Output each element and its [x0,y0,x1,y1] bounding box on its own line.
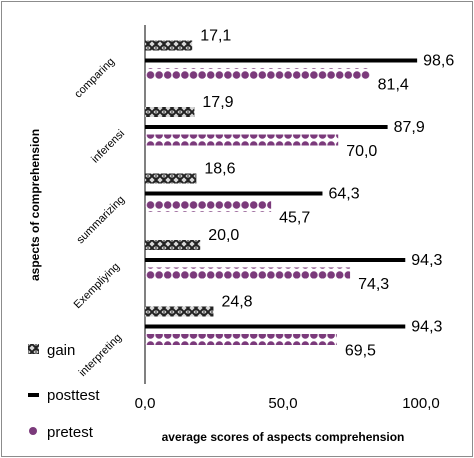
category-label-comparing: comparing [72,56,117,101]
data-label-posttest-inferensi: 87,9 [394,119,425,136]
data-label-pretest-interpreting: 69,5 [345,343,376,360]
bar-gain-interpreting [145,306,214,317]
category-label-exempliying: Exempliying [72,261,122,311]
x-axis-title: average scores of aspects comprehension [162,430,405,444]
bar-gain-comparing [145,40,193,51]
bar-gain-exempliying [145,240,201,250]
legend-swatch-gain [28,344,39,354]
bar-pretest-inferensi [145,134,339,146]
legend-label-pretest: pretest [47,424,94,441]
bar-posttest-interpreting [145,324,406,329]
data-label-posttest-summarizing: 64,3 [328,186,359,203]
y-axis-title: aspects of comprehension [28,129,42,281]
legend-swatch-posttest [28,393,39,397]
bar-gain-summarizing [145,173,197,184]
data-label-gain-exempliying: 20,0 [208,227,239,244]
category-label-summarizing: summarizing [75,194,128,247]
legend-label-posttest: posttest [47,387,100,404]
data-label-posttest-exempliying: 94,3 [411,252,442,269]
x-tick-0: 0,0 [135,395,156,412]
x-tick-100: 100,0 [402,395,440,412]
category-label-interpreting: interpreting [77,332,124,379]
data-label-pretest-inferensi: 70,0 [346,143,377,160]
data-label-gain-summarizing: 18,6 [204,161,235,178]
x-ticks: 0,0 50,0 100,0 [135,395,440,412]
data-label-posttest-interpreting: 94,3 [411,319,442,336]
bar-pretest-interpreting [145,334,337,345]
data-label-gain-inferensi: 17,9 [202,94,233,111]
x-tick-50: 50,0 [268,395,297,412]
data-label-pretest-comparing: 81,4 [378,77,409,94]
legend-label-gain: gain [47,342,75,359]
bars-layer: 17,1 98,6 81,4 17,9 87,9 70,0 18,6 64,3 45,7 20,0… [145,28,454,360]
bar-posttest-inferensi [145,125,388,129]
category-labels: comparing inferensi summarizing Exempliy… [72,56,127,379]
data-label-gain-comparing: 17,1 [200,28,231,45]
bar-pretest-summarizing [145,201,272,212]
bar-pretest-exempliying [145,267,351,279]
legend-swatch-pretest [29,427,37,435]
data-label-pretest-exempliying: 74,3 [358,276,389,293]
bar-posttest-exempliying [145,258,406,262]
data-label-pretest-summarizing: 45,7 [279,210,310,227]
data-label-gain-interpreting: 24,8 [221,294,252,311]
category-label-inferensi: inferensi [89,128,127,166]
bar-gain-inferensi [145,107,195,117]
data-label-posttest-comparing: 98,6 [423,53,454,70]
bar-pretest-comparing [145,68,370,79]
legend: gain posttest pretest [28,342,100,441]
bar-posttest-comparing [145,58,418,63]
bar-posttest-summarizing [145,191,323,196]
